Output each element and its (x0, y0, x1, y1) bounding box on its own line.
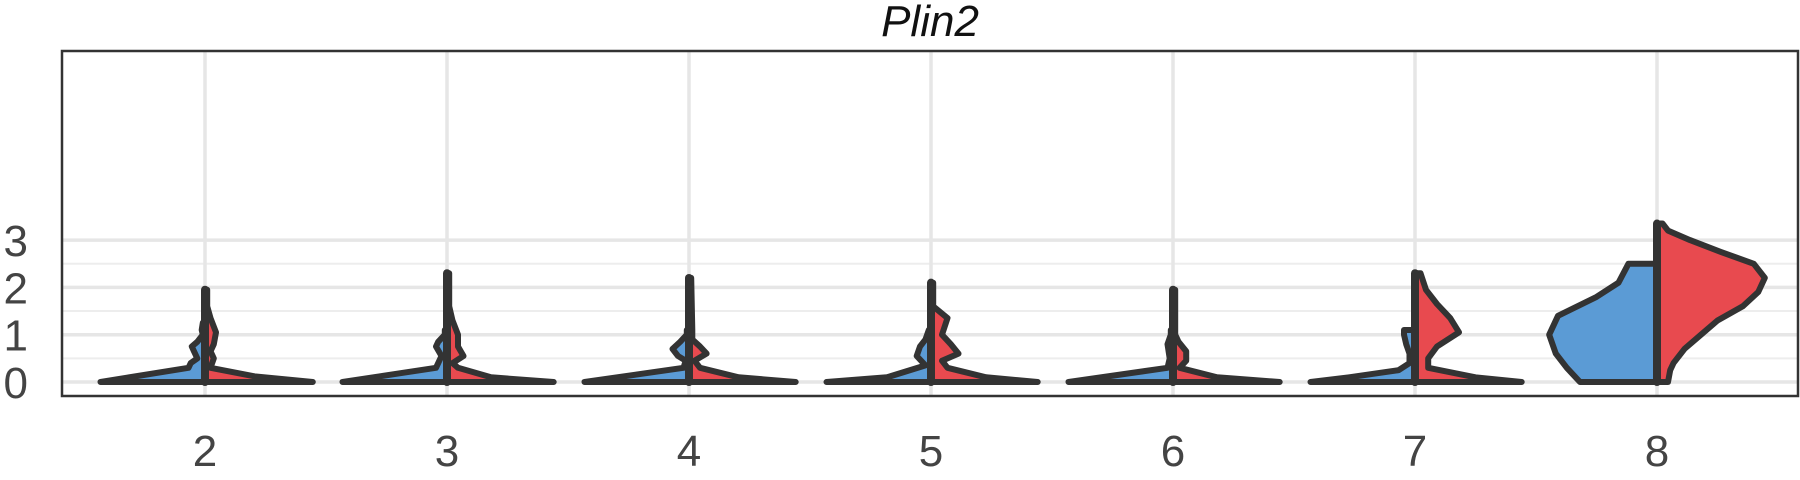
x-tick-label-7: 7 (1403, 427, 1427, 476)
x-tick-label-5: 5 (919, 427, 943, 476)
violins (97, 219, 1768, 386)
chart-title: Plin2 (881, 0, 979, 46)
x-tick-label-6: 6 (1161, 427, 1185, 476)
violin-7-right (1412, 270, 1525, 385)
violin-8-left (1546, 260, 1660, 385)
violin-7-left (1307, 327, 1418, 385)
y-tick-label-2: 2 (4, 264, 28, 313)
x-tick-label-4: 4 (677, 427, 701, 476)
violin-5 (823, 278, 1041, 386)
x-tick-label-8: 8 (1645, 427, 1669, 476)
y-tick-label-3: 3 (4, 217, 28, 266)
violin-7 (1307, 269, 1525, 386)
x-tick-label-3: 3 (435, 427, 459, 476)
y-tick-label-1: 1 (4, 312, 28, 361)
y-tick-label-0: 0 (4, 359, 28, 408)
x-axis-ticks: 2 3 4 5 6 7 8 (193, 427, 1669, 476)
violin-3 (339, 269, 557, 386)
violin-6 (1065, 285, 1283, 386)
x-tick-label-2: 2 (193, 427, 217, 476)
violin-8 (1546, 219, 1768, 386)
violin-2 (97, 285, 316, 386)
panel-border (60, 49, 1800, 398)
violin-4 (581, 273, 799, 386)
violin-8-right (1654, 220, 1768, 385)
